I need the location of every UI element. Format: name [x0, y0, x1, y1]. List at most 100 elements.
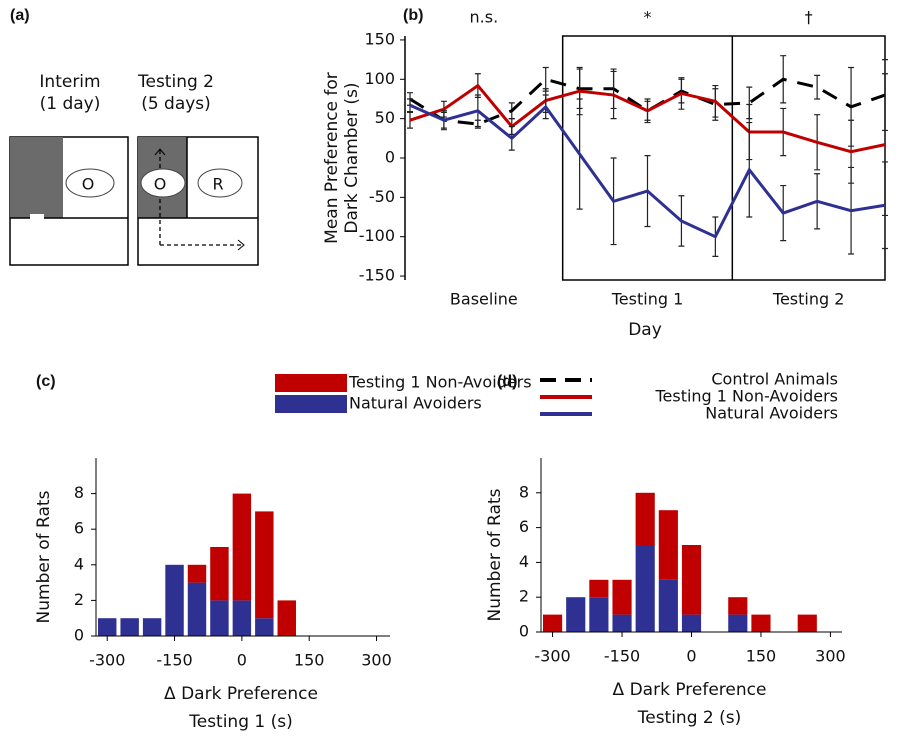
y-tick-label: 6: [519, 517, 529, 536]
y-tick-label: -100: [359, 226, 395, 245]
bar: [635, 545, 655, 632]
legend-label: Testing 1 Non-Avoiders: [348, 373, 532, 392]
x-tick-label: 150: [294, 651, 325, 670]
bar: [589, 597, 609, 632]
panel-label: (c): [36, 373, 56, 390]
panel-a: (a) Interim (1 day) Testing 2 (5 days) O…: [9, 7, 259, 266]
x-tick-label: -300: [534, 647, 570, 666]
legend-label: Natural Avoiders: [705, 404, 838, 423]
y-tick-label: 0: [385, 148, 395, 167]
x-tick-label: 300: [361, 651, 392, 670]
error-bar: [407, 98, 413, 113]
bar: [658, 579, 678, 632]
y-tick-label: 4: [74, 554, 84, 573]
bar: [681, 614, 702, 632]
x-tick-label: 300: [815, 647, 846, 666]
annotation: n.s.: [470, 8, 499, 27]
path-arrow: [159, 150, 243, 246]
series-line: [409, 103, 886, 239]
x-tick-label: 0: [686, 647, 696, 666]
rat-label: O: [154, 175, 167, 194]
bar: [751, 614, 771, 632]
bar: [120, 618, 139, 636]
y-tick-label: 4: [519, 552, 529, 571]
x-axis-title: Testing 1 (s): [188, 712, 293, 732]
rat-icon: [197, 168, 243, 198]
error-bar: [542, 66, 549, 92]
bar: [797, 614, 817, 632]
bar: [728, 597, 748, 615]
y-axis-title: Dark Chamber (s): [342, 82, 362, 233]
panel-title: Interim: [39, 72, 100, 92]
arrow-head: [154, 148, 245, 251]
bar: [232, 600, 252, 636]
legend-label: Control Animals: [711, 370, 838, 389]
bar: [210, 600, 229, 636]
legend-swatch: [275, 374, 347, 392]
series-line: [409, 83, 886, 154]
group-label: Testing 1: [611, 290, 684, 309]
panel-title: (5 days): [141, 94, 211, 114]
y-tick-label: -150: [359, 266, 395, 285]
y-tick-label: 2: [74, 590, 84, 609]
y-axis-title: Mean Preference for: [322, 72, 342, 244]
rat-icon: [65, 168, 115, 198]
bar: [612, 579, 632, 615]
bar: [210, 547, 229, 601]
y-axis-title: Number of Rats: [34, 490, 54, 623]
y-tick-label: 8: [74, 483, 84, 502]
error-bar: [882, 161, 888, 250]
panel-label: (b): [403, 7, 423, 24]
bar: [98, 618, 117, 636]
y-tick-label: -50: [369, 187, 395, 206]
rat-label: R: [212, 175, 223, 194]
bar: [255, 618, 274, 636]
bar: [187, 582, 207, 636]
bar: [255, 511, 274, 619]
dark-chamber: [10, 137, 63, 218]
bar: [142, 618, 162, 636]
rat-icon: [140, 168, 186, 198]
bar: [635, 492, 655, 545]
panel-title: Testing 2: [137, 72, 214, 92]
y-tick-label: 150: [364, 29, 395, 48]
legend-label: Testing 1 Non-Avoiders: [654, 387, 838, 406]
y-tick-label: 100: [364, 69, 395, 88]
bar: [658, 510, 678, 580]
bar: [612, 614, 632, 632]
x-tick-label: -150: [604, 647, 640, 666]
bar: [728, 614, 748, 632]
bar: [165, 564, 184, 636]
y-tick-label: 50: [375, 108, 395, 127]
y-tick-label: 6: [74, 519, 84, 538]
x-axis-title: Δ Dark Preference: [164, 684, 318, 704]
bar: [543, 614, 563, 632]
x-tick-label: -300: [89, 651, 125, 670]
bar: [232, 493, 252, 601]
x-tick-label: 0: [237, 651, 247, 670]
bar: [187, 564, 207, 583]
panel-title: (1 day): [40, 94, 101, 114]
bar: [277, 600, 296, 636]
y-tick-label: 8: [519, 482, 529, 501]
y-tick-label: 0: [519, 622, 529, 641]
panel-label: (d): [497, 373, 517, 390]
annotation: *: [644, 8, 652, 27]
annotation: †: [805, 8, 813, 27]
group-label: Baseline: [450, 290, 518, 309]
x-axis-title: Testing 2 (s): [637, 708, 742, 728]
y-tick-label: 0: [74, 626, 84, 645]
x-axis-title: Δ Dark Preference: [613, 680, 767, 700]
panel-label: (a): [10, 7, 30, 24]
x-tick-label: 150: [746, 647, 777, 666]
door: [30, 214, 44, 220]
x-axis-title: Day: [628, 320, 662, 340]
error-bar: [814, 74, 821, 100]
y-axis-title: Number of Rats: [485, 488, 505, 621]
x-tick-label: -150: [156, 651, 192, 670]
bar: [681, 545, 702, 615]
rat-label: O: [82, 175, 95, 194]
bar: [589, 579, 609, 598]
legend-label: Natural Avoiders: [349, 394, 482, 413]
bar: [566, 597, 586, 632]
